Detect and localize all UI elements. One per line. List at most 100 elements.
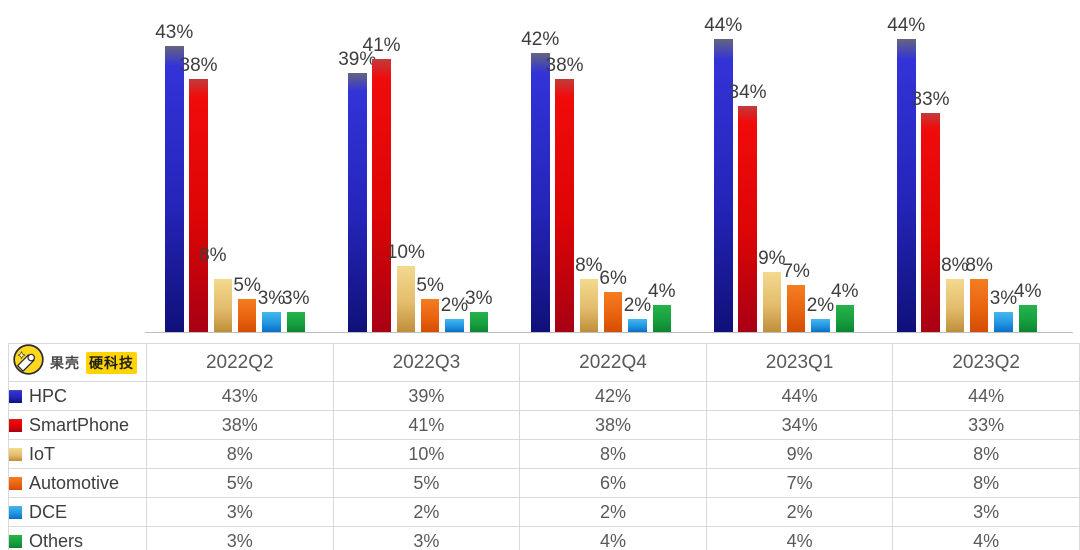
bar-value-label: 3% <box>989 288 1018 310</box>
legend-swatch-icon <box>9 418 22 432</box>
bar-iot-2023Q2 <box>945 278 965 332</box>
table-cell-hpc-2022Q3: 39% <box>332 381 521 411</box>
row-label-hpc: HPC <box>8 381 147 411</box>
brand-logo: 果壳 硬科技 <box>10 344 146 381</box>
table-cell-dce-2022Q4: 2% <box>519 497 707 527</box>
row-label-smartphone: SmartPhone <box>8 410 147 440</box>
data-table: 果壳 硬科技 2022Q2 2022Q3 2022Q4 2023Q1 2023Q2 HP… <box>8 343 1080 550</box>
table-cell-others-2023Q2: 4% <box>892 526 1080 550</box>
bar-hpc-2022Q4 <box>531 52 550 332</box>
bar-value-label: 9% <box>758 248 786 270</box>
bar-value-label: 4% <box>831 281 859 303</box>
bar-value-label: 38% <box>179 55 218 77</box>
bar-value-label: 8% <box>575 254 603 276</box>
bar-others-2022Q2 <box>286 312 305 332</box>
legend-swatch-icon <box>9 476 22 490</box>
bar-value-label: 34% <box>728 81 767 103</box>
table-cell-automotive-2022Q2: 5% <box>146 468 334 498</box>
table-cell-hpc-2022Q2: 43% <box>146 381 334 411</box>
table-row-smartphone: SmartPhone 38% 41% 38% 34% 33% <box>8 410 1080 440</box>
table-cell-iot-2022Q3: 10% <box>332 439 521 469</box>
bar-automotive-2022Q2 <box>237 298 257 332</box>
table-cell-smartphone-2023Q2: 33% <box>892 410 1080 440</box>
table-cell-others-2022Q3: 3% <box>332 526 521 550</box>
table-cell-smartphone-2022Q4: 38% <box>519 410 707 440</box>
bar-automotive-2023Q2 <box>969 278 989 332</box>
table-row-dce: DCE 3% 2% 2% 2% 3% <box>8 497 1080 527</box>
table-cell-others-2022Q4: 4% <box>519 526 707 550</box>
bar-dce-2022Q3 <box>445 318 464 332</box>
bar-value-label: 8% <box>965 254 993 276</box>
bar-hpc-2022Q3 <box>348 72 367 332</box>
table-header-2022Q2: 2022Q2 <box>146 343 334 382</box>
table-cell-hpc-2023Q2: 44% <box>892 381 1080 411</box>
logo-cell: 果壳 硬科技 <box>8 343 147 382</box>
bar-smartphone-2022Q3 <box>372 59 391 332</box>
table-header-2022Q4: 2022Q4 <box>519 343 707 382</box>
bar-value-label: 2% <box>806 294 835 316</box>
bar-value-label: 4% <box>1014 281 1042 303</box>
bar-smartphone-2022Q4 <box>555 79 574 332</box>
bar-value-label: 6% <box>599 268 627 290</box>
legend-swatch-icon <box>9 447 22 461</box>
bar-dce-2023Q2 <box>994 312 1013 332</box>
legend-swatch-icon <box>9 505 22 519</box>
bar-smartphone-2022Q2 <box>189 79 208 332</box>
legend-swatch-icon <box>9 389 22 403</box>
row-label-iot: IoT <box>8 439 147 469</box>
bar-value-label: 44% <box>704 15 743 37</box>
bar-value-label: 5% <box>233 274 261 296</box>
legend-swatch-icon <box>9 534 22 548</box>
bar-iot-2022Q2 <box>213 278 233 332</box>
row-label-automotive: Automotive <box>8 468 147 498</box>
bar-value-label: 3% <box>282 288 310 310</box>
bar-smartphone-2023Q1 <box>738 105 757 332</box>
table-cell-others-2022Q2: 3% <box>146 526 334 550</box>
table-cell-dce-2022Q2: 3% <box>146 497 334 527</box>
table-cell-iot-2023Q1: 9% <box>705 439 894 469</box>
bar-value-label: 3% <box>465 288 493 310</box>
table-cell-iot-2022Q2: 8% <box>146 439 334 469</box>
table-header-2023Q2: 2023Q2 <box>892 343 1080 382</box>
table-cell-automotive-2023Q2: 8% <box>892 468 1080 498</box>
bar-value-label: 10% <box>386 241 425 263</box>
table-row-hpc: HPC 43% 39% 42% 44% 44% <box>8 381 1080 411</box>
x-axis-line <box>145 332 1073 333</box>
bar-hpc-2023Q2 <box>897 39 916 332</box>
table-cell-hpc-2022Q4: 42% <box>519 381 707 411</box>
table-cell-automotive-2023Q1: 7% <box>705 468 894 498</box>
bar-others-2022Q4 <box>652 305 671 332</box>
bar-dce-2023Q1 <box>811 318 830 332</box>
table-header-2023Q1: 2023Q1 <box>705 343 894 382</box>
bar-value-label: 33% <box>911 88 950 110</box>
table-header-2022Q3: 2022Q3 <box>332 343 521 382</box>
guokr-hand-logo-icon <box>13 344 44 381</box>
bar-others-2022Q3 <box>469 312 488 332</box>
brand-name: 果壳 <box>50 354 80 371</box>
bar-automotive-2022Q4 <box>603 292 623 332</box>
bar-dce-2022Q2 <box>262 312 281 332</box>
table-cell-iot-2023Q2: 8% <box>892 439 1080 469</box>
bar-value-label: 5% <box>416 274 444 296</box>
bar-value-label: 7% <box>782 261 810 283</box>
table-cell-iot-2022Q4: 8% <box>519 439 707 469</box>
bar-iot-2022Q4 <box>579 278 599 332</box>
bar-others-2023Q1 <box>835 305 854 332</box>
bar-hpc-2023Q1 <box>714 39 733 332</box>
table-cell-smartphone-2022Q3: 41% <box>332 410 521 440</box>
bar-value-label: 3% <box>257 288 286 310</box>
table-row-automotive: Automotive 5% 5% 6% 7% 8% <box>8 468 1080 498</box>
table-cell-dce-2023Q1: 2% <box>705 497 894 527</box>
bar-automotive-2023Q1 <box>786 285 806 332</box>
bar-value-label: 42% <box>521 28 560 50</box>
bar-smartphone-2023Q2 <box>921 112 940 332</box>
bar-value-label: 8% <box>199 244 227 266</box>
table-cell-hpc-2023Q1: 44% <box>705 381 894 411</box>
bar-value-label: 8% <box>941 254 969 276</box>
bar-others-2023Q2 <box>1018 305 1037 332</box>
row-label-others: Others <box>8 526 147 550</box>
bar-value-label: 43% <box>155 22 194 44</box>
bar-automotive-2022Q3 <box>420 298 440 332</box>
table-cell-others-2023Q1: 4% <box>705 526 894 550</box>
